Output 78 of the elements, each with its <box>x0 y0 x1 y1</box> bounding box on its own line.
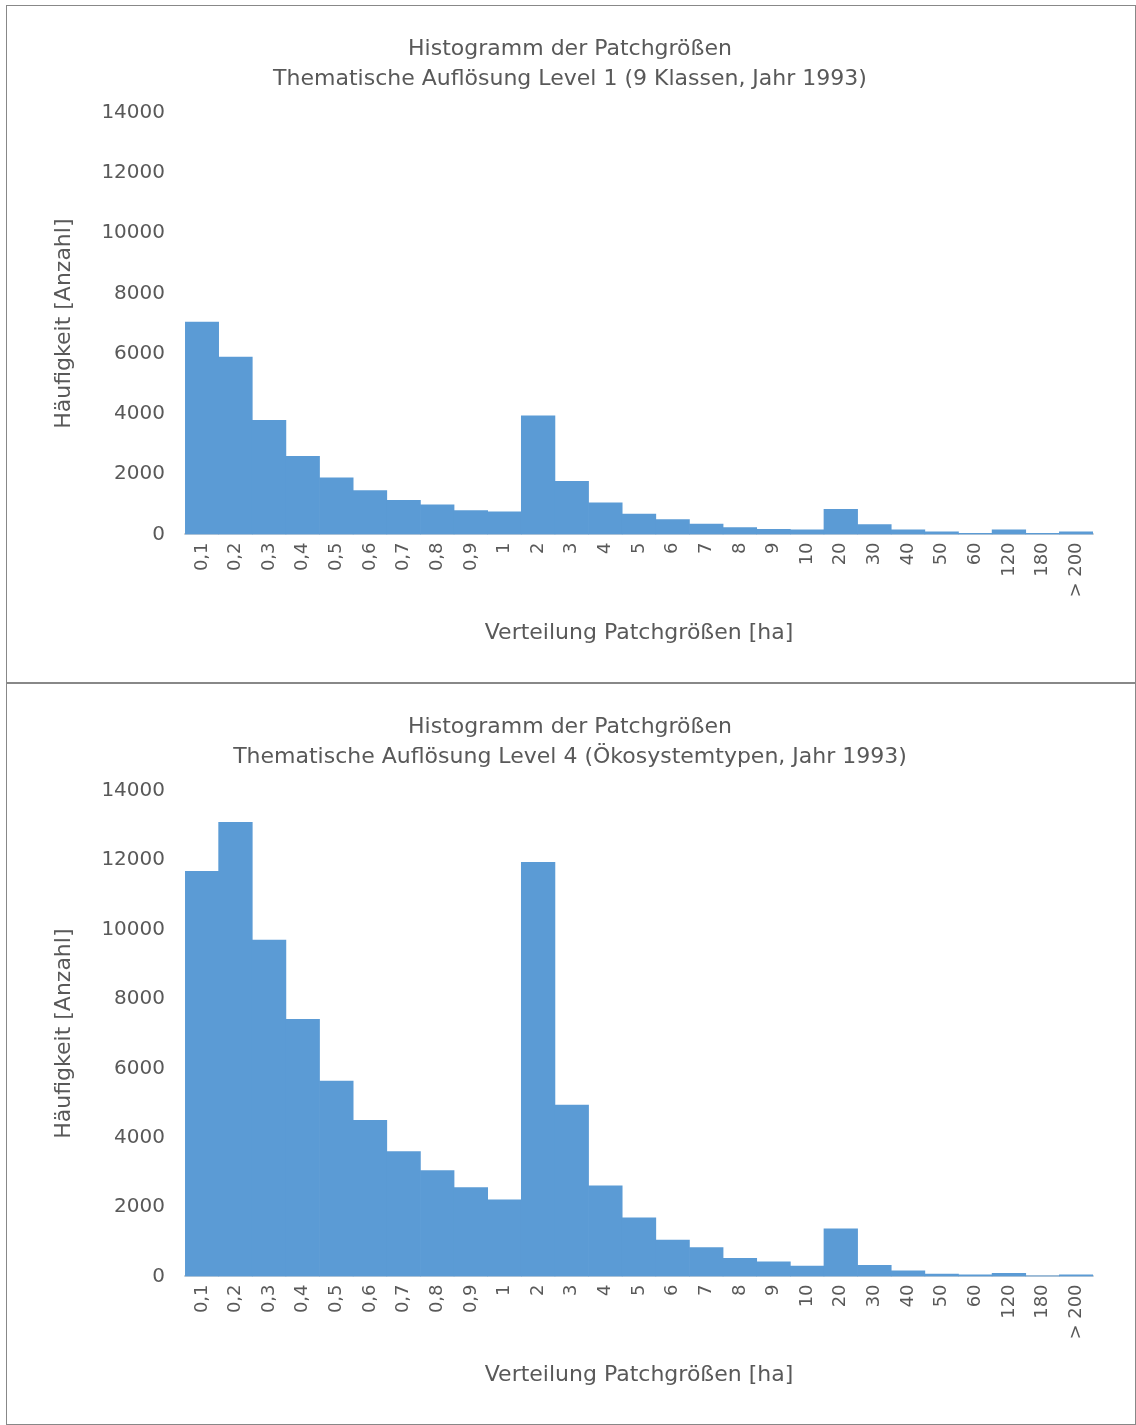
x-tick-label: 120 <box>996 542 1018 577</box>
x-tick-label: 7 <box>693 1284 715 1296</box>
x-axis-title: Verteilung Patchgrößen [ha] <box>484 1360 794 1386</box>
x-tick-label: 0,9 <box>458 1284 480 1314</box>
y-tick-label: 8000 <box>114 985 166 1010</box>
x-tick-label: 0,5 <box>324 542 346 572</box>
y-tick-label: 10000 <box>101 915 166 940</box>
x-tick-label: 0,2 <box>223 542 245 572</box>
x-tick-label: 1 <box>492 542 514 554</box>
chart-subtitle: Thematische Auflösung Level 4 (Ökosystemtypen, Jahr 1993) <box>232 743 907 769</box>
chart-title: Histogramm der Patchgrößen <box>408 712 732 738</box>
x-tick-label: 0,8 <box>424 542 446 572</box>
x-tick-label: 0,4 <box>290 1284 312 1314</box>
y-tick-label: 6000 <box>114 339 166 364</box>
y-tick-label: 12000 <box>101 159 166 184</box>
x-tick-label: 10 <box>794 542 816 566</box>
x-tick-label: 0,1 <box>189 1284 211 1314</box>
x-tick-label: 4 <box>593 1284 615 1296</box>
x-tick-label: 40 <box>895 1284 917 1308</box>
x-tick-label: 30 <box>862 1284 884 1308</box>
x-tick-label: 9 <box>761 1284 783 1296</box>
x-tick-label: 60 <box>962 542 984 566</box>
x-tick-label: 40 <box>895 542 917 566</box>
y-tick-label: 2000 <box>114 460 166 485</box>
y-tick-label: 14000 <box>101 99 166 123</box>
x-tick-label: 180 <box>1030 1284 1052 1319</box>
x-tick-label: 3 <box>559 542 581 554</box>
x-tick-label: 5 <box>626 1284 648 1296</box>
x-tick-label: 20 <box>828 1284 850 1308</box>
y-tick-label: 10000 <box>101 219 166 244</box>
y-tick-label: 0 <box>152 520 166 545</box>
x-tick-label: 0,4 <box>290 542 312 572</box>
x-tick-label: 5 <box>626 542 648 554</box>
x-tick-label: 0,5 <box>324 1284 346 1314</box>
x-tick-label: 9 <box>761 542 783 554</box>
x-axis-title: Verteilung Patchgrößen [ha] <box>484 618 794 644</box>
x-tick-label: 50 <box>929 542 951 566</box>
x-tick-label: 6 <box>660 1284 682 1296</box>
y-tick-label: 0 <box>152 1262 166 1287</box>
x-tick-label: 0,8 <box>424 1284 446 1314</box>
x-tick-label: 0,1 <box>189 542 211 572</box>
x-tick-label: 0,6 <box>357 1284 379 1314</box>
y-axis-title: Häufigkeit [Anzahl] <box>49 218 75 429</box>
y-tick-label: 14000 <box>101 777 166 801</box>
x-tick-label: 0,3 <box>256 542 278 572</box>
x-tick-label: 0,9 <box>458 542 480 572</box>
x-tick-label: > 200 <box>1063 542 1085 598</box>
y-tick-label: 4000 <box>114 1123 166 1148</box>
x-tick-label: 0,6 <box>357 542 379 572</box>
x-tick-label: 8 <box>727 1284 749 1296</box>
x-tick-label: 0,7 <box>391 1284 413 1314</box>
x-tick-label: 6 <box>660 542 682 554</box>
x-tick-label: 7 <box>693 542 715 554</box>
x-tick-label: 20 <box>828 542 850 566</box>
x-tick-label: 1 <box>492 1284 514 1296</box>
x-tick-label: 50 <box>929 1284 951 1308</box>
y-tick-label: 4000 <box>114 400 166 425</box>
x-tick-label: 2 <box>525 1284 547 1296</box>
x-tick-label: 30 <box>862 542 884 566</box>
y-tick-label: 12000 <box>101 846 166 871</box>
x-tick-label: 4 <box>593 542 615 554</box>
chart-subtitle: Thematische Auflösung Level 1 (9 Klassen, Jahr 1993) <box>272 65 867 91</box>
y-axis-title: Häufigkeit [Anzahl] <box>49 928 75 1139</box>
x-tick-label: 2 <box>525 542 547 554</box>
x-tick-label: 0,7 <box>391 542 413 572</box>
y-tick-label: 8000 <box>114 279 166 304</box>
x-tick-label: > 200 <box>1063 1284 1085 1340</box>
x-tick-label: 120 <box>996 1284 1018 1319</box>
x-tick-label: 0,2 <box>223 1284 245 1314</box>
x-tick-label: 60 <box>962 1284 984 1308</box>
x-tick-label: 8 <box>727 542 749 554</box>
x-tick-label: 180 <box>1030 542 1052 577</box>
y-tick-label: 2000 <box>114 1193 166 1218</box>
x-tick-label: 0,3 <box>256 1284 278 1314</box>
x-tick-label: 10 <box>794 1284 816 1308</box>
chart-title: Histogramm der Patchgrößen <box>408 34 732 60</box>
x-tick-label: 3 <box>559 1284 581 1296</box>
y-tick-label: 6000 <box>114 1054 166 1079</box>
